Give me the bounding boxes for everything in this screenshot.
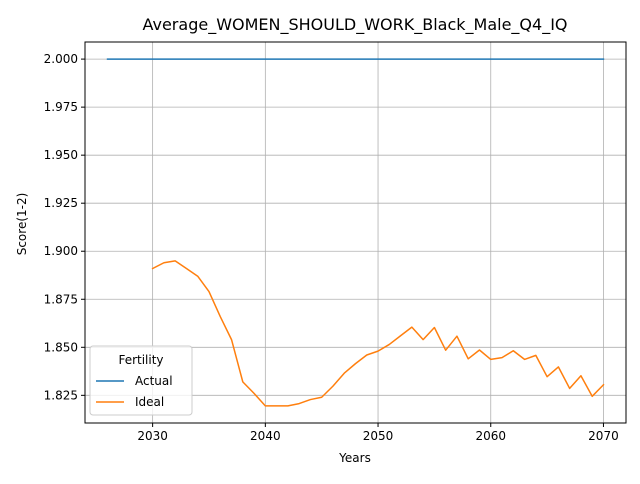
y-tick-label: 1.850 bbox=[44, 340, 78, 354]
x-tick-label: 2050 bbox=[363, 429, 394, 443]
grid-lines bbox=[85, 42, 626, 423]
series-line-ideal bbox=[151, 260, 605, 407]
y-tick-label: 1.975 bbox=[44, 100, 78, 114]
series-lines bbox=[106, 58, 605, 407]
y-tick-label: 1.925 bbox=[44, 196, 78, 210]
legend-label-actual: Actual bbox=[135, 374, 173, 388]
x-axis-label: Years bbox=[338, 451, 371, 465]
x-tick-label: 2070 bbox=[588, 429, 619, 443]
y-tick-label: 2.000 bbox=[44, 52, 78, 66]
y-tick-label: 1.900 bbox=[44, 244, 78, 258]
y-axis-label: Score(1-2) bbox=[15, 193, 29, 256]
y-tick-label: 1.825 bbox=[44, 388, 78, 402]
legend: Fertility Actual Ideal bbox=[89, 345, 193, 416]
legend-title: Fertility bbox=[118, 353, 163, 367]
axis-ticks: 2030 2040 2050 2060 2070 1.825 1.850 1.875 1.900… bbox=[44, 52, 619, 443]
y-tick-label: 1.950 bbox=[44, 148, 78, 162]
x-tick-label: 2040 bbox=[250, 429, 281, 443]
axes-frame bbox=[84, 41, 627, 424]
chart-title: Average_WOMEN_SHOULD_WORK_Black_Male_Q4_… bbox=[142, 15, 567, 35]
y-tick-label: 1.875 bbox=[44, 292, 78, 306]
legend-box bbox=[89, 345, 193, 416]
legend-label-ideal: Ideal bbox=[135, 395, 164, 409]
x-tick-label: 2030 bbox=[137, 429, 168, 443]
x-tick-label: 2060 bbox=[475, 429, 506, 443]
